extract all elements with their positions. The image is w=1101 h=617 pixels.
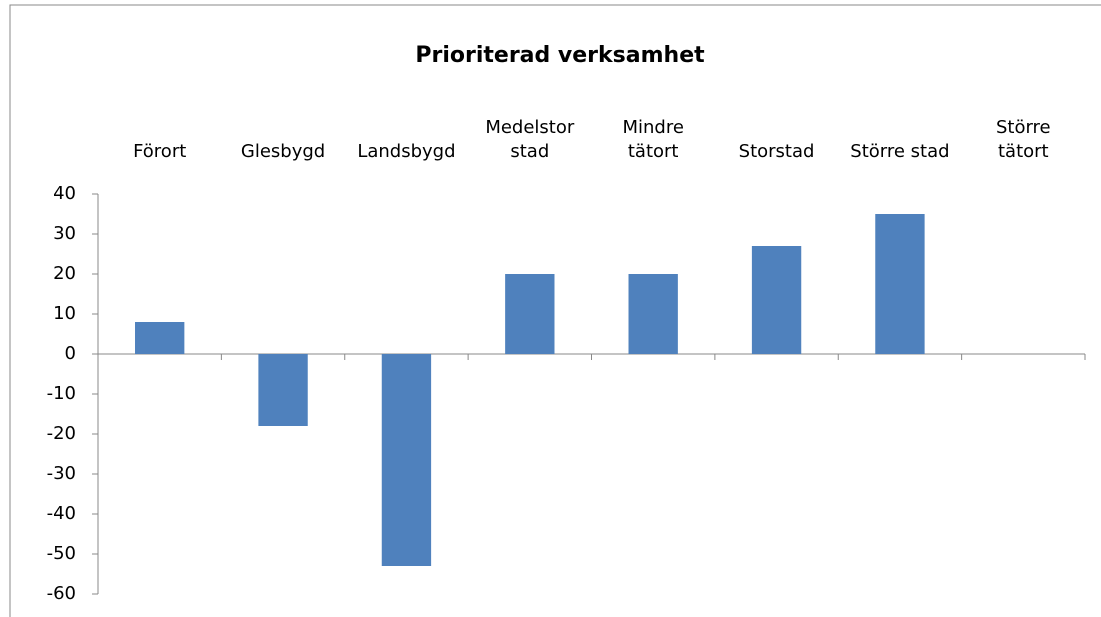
chart-title: Prioriterad verksamhet: [415, 43, 705, 68]
y-tick-label: -50: [47, 543, 76, 564]
y-tick-label: -30: [47, 463, 76, 484]
bar: [258, 354, 308, 426]
y-tick-label: -40: [47, 503, 76, 524]
bar: [135, 322, 185, 354]
y-tick-label: 40: [53, 183, 76, 204]
x-tick-label: Förort: [133, 141, 187, 162]
x-tick-label: Medelstor stad: [485, 117, 575, 162]
x-tick-label: Mindre tätort: [622, 117, 684, 162]
y-tick-label: -60: [47, 583, 76, 604]
x-tick-label: Större stad: [850, 141, 950, 162]
x-tick-label: Större tätort: [995, 117, 1051, 162]
bar: [505, 274, 555, 354]
x-tick-label: Storstad: [738, 141, 815, 162]
x-tick-label: Glesbygd: [240, 141, 326, 162]
bar: [751, 246, 802, 354]
y-tick-label: 0: [65, 343, 76, 364]
bar: [381, 354, 432, 566]
y-tick-label: -20: [47, 423, 76, 444]
chart-border: [9, 4, 1101, 617]
y-tick-label: -10: [47, 383, 76, 404]
y-tick-label: 20: [53, 263, 76, 284]
y-tick-label: 30: [53, 223, 76, 244]
bar: [875, 214, 925, 354]
bar: [628, 274, 678, 354]
x-tick-label: Landsbygd: [357, 141, 456, 162]
y-tick-label: 10: [53, 303, 76, 324]
